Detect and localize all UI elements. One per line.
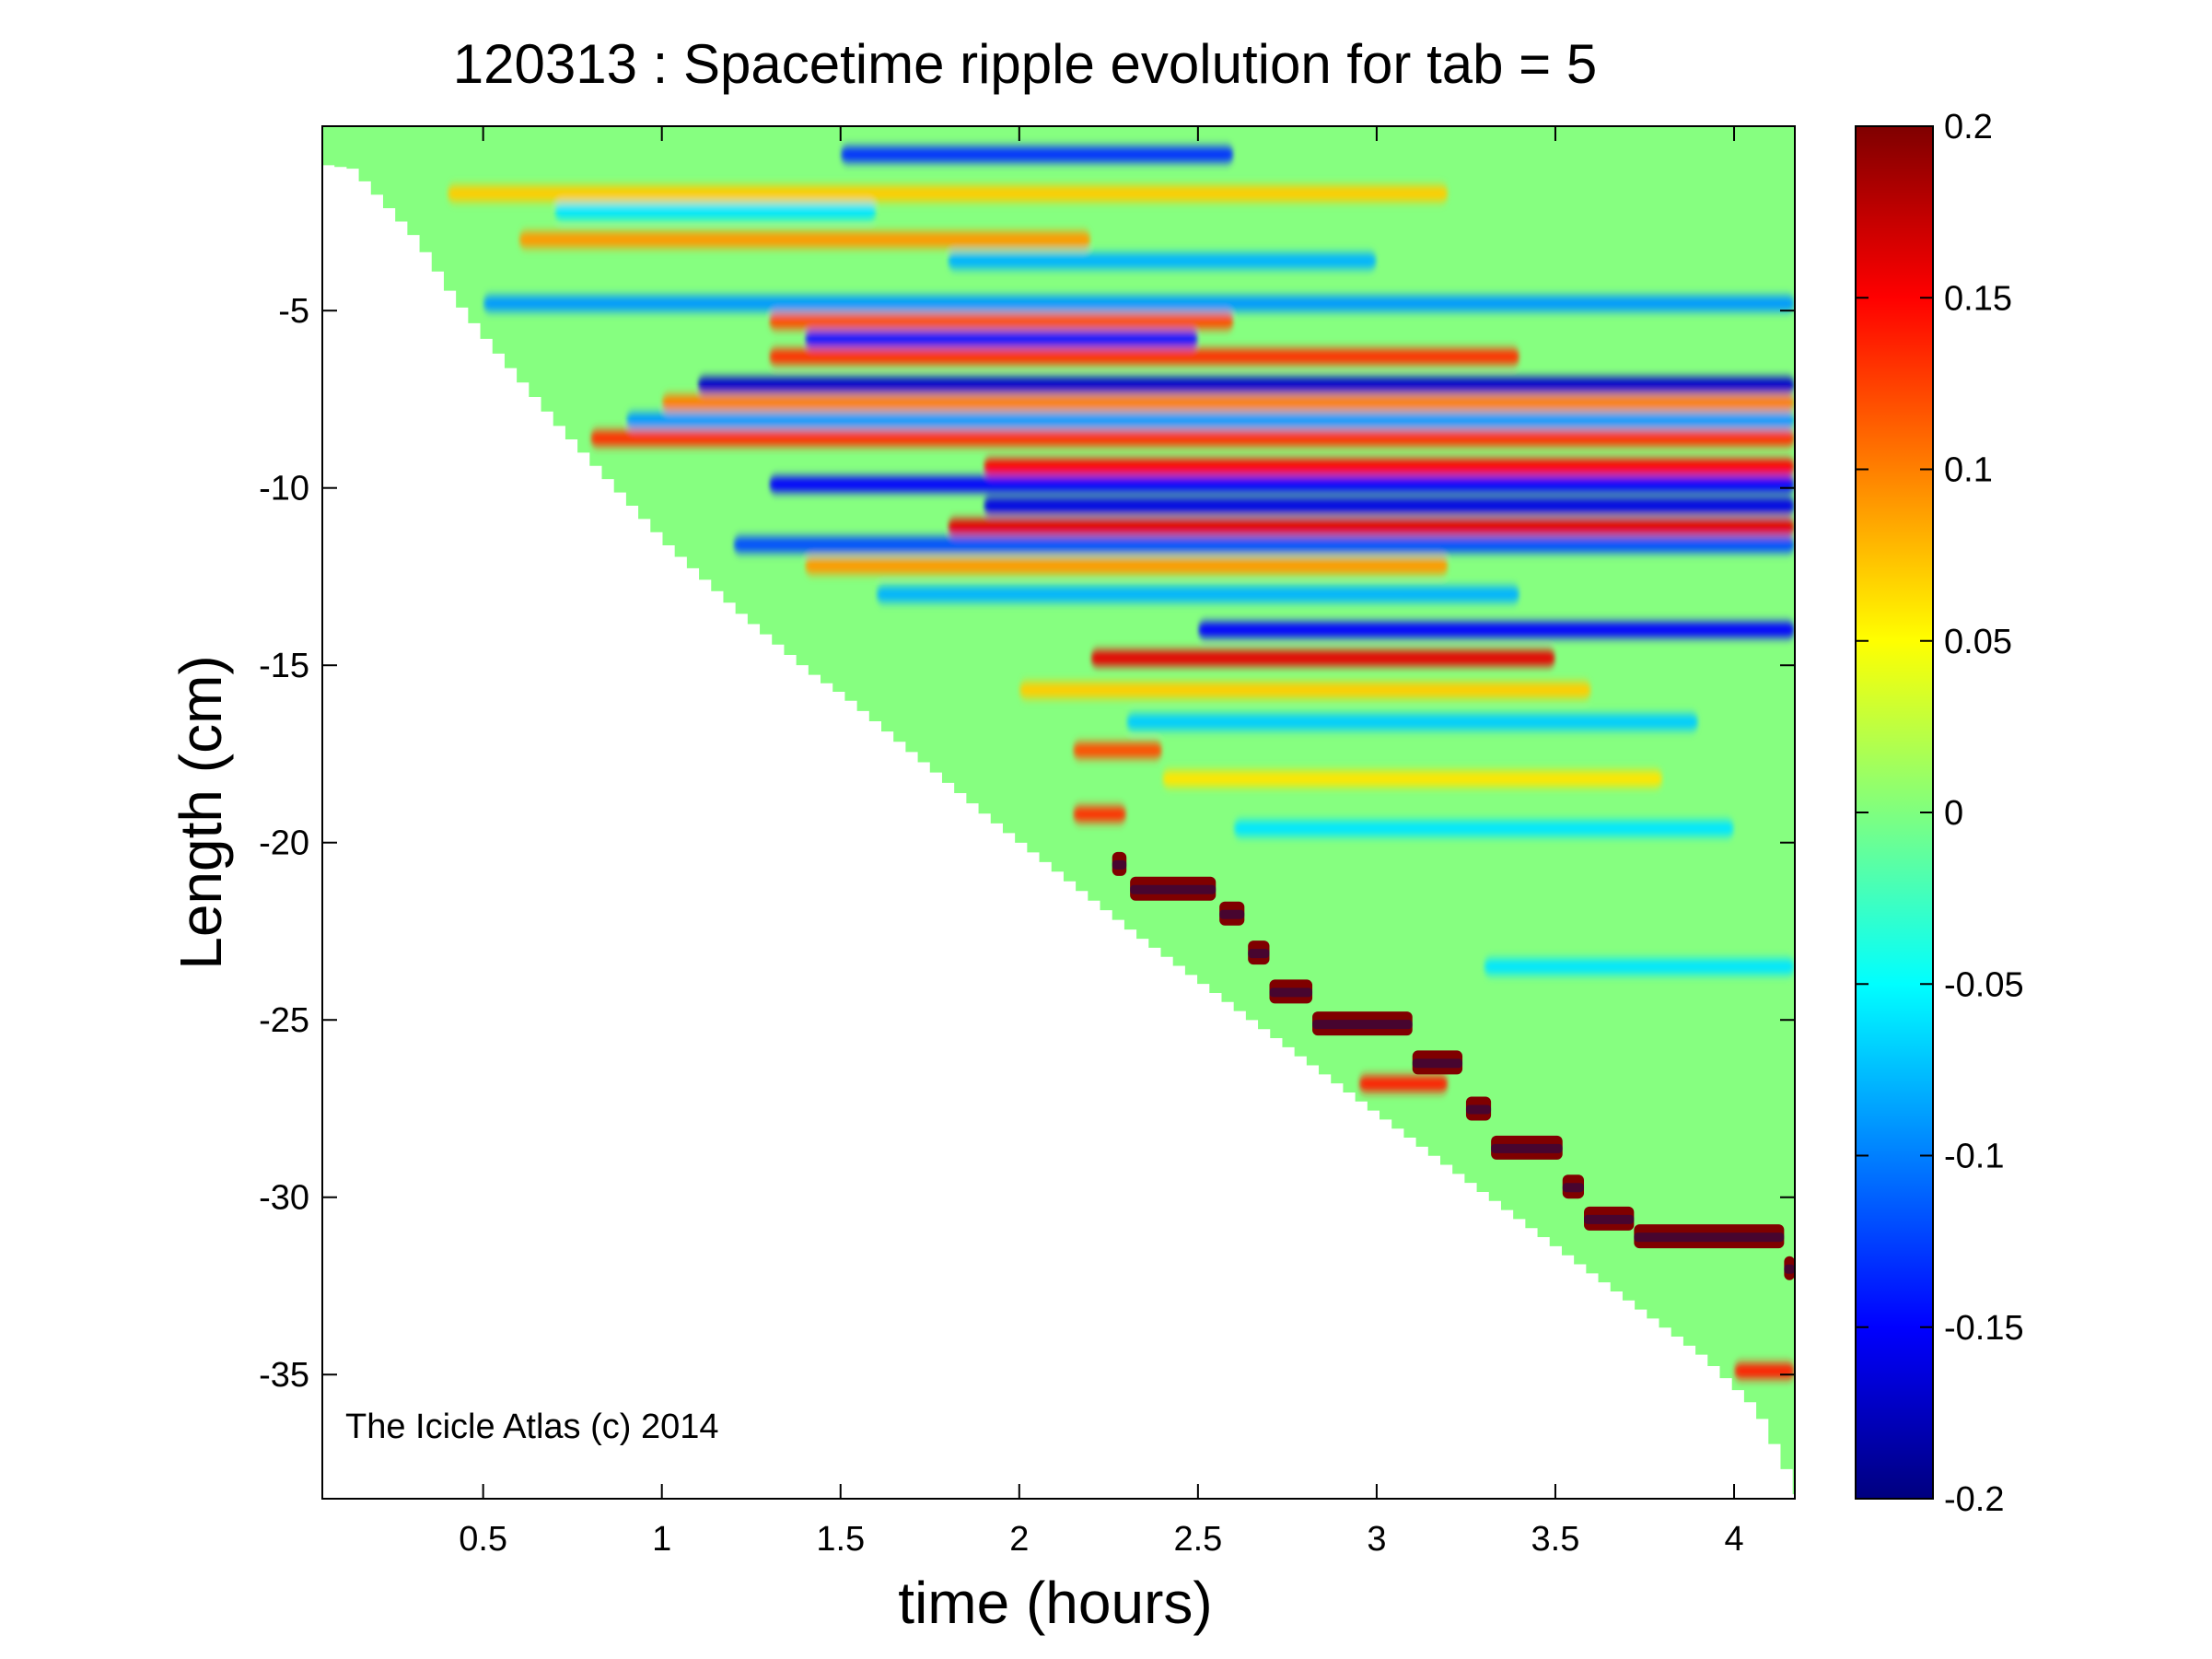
- ripple-band: [1734, 1362, 1795, 1380]
- ripple-band: [804, 331, 1198, 347]
- colorbar-tick-label: 0: [1944, 794, 1963, 833]
- colorbar-tick-label: -0.2: [1944, 1480, 2004, 1519]
- y-tick-label: -30: [259, 1179, 309, 1218]
- x-tick-label: 2.5: [1173, 1520, 1222, 1559]
- ripple-band: [948, 519, 1795, 535]
- chart-title: 120313 : Spacetime ripple evolution for …: [453, 33, 1597, 95]
- heatmap-area: [322, 126, 1795, 1495]
- dark-red-trail: [1112, 851, 1795, 1280]
- ripple-band: [447, 185, 1449, 202]
- ripple-band: [518, 231, 1091, 248]
- ripple-band: [769, 476, 1795, 493]
- colorbar-tick-label: -0.05: [1944, 965, 2024, 1004]
- ripple-band: [1126, 714, 1699, 730]
- ripple-band: [1233, 820, 1735, 836]
- y-tick-label: -25: [259, 1001, 309, 1040]
- ripple-band: [1073, 806, 1127, 823]
- ripple-band: [1073, 742, 1163, 759]
- ripple-band: [483, 295, 1795, 312]
- ripple-bands: [447, 146, 1795, 1380]
- colorbar-tick-label: -0.1: [1944, 1138, 2004, 1176]
- ripple-band: [590, 430, 1795, 447]
- ripple-band: [733, 536, 1795, 553]
- x-tick-label: 1.5: [816, 1520, 865, 1559]
- ripple-band: [983, 497, 1795, 514]
- ripple-band: [769, 348, 1520, 365]
- x-axis: 0.5 1 1.5 2 2.5 3 3.5 4: [459, 126, 1744, 1559]
- ripple-band: [1019, 682, 1591, 698]
- ripple-band: [840, 146, 1234, 163]
- trail-edge: [1312, 1020, 1413, 1030]
- x-tick-label: 3: [1367, 1520, 1386, 1559]
- trail-edge: [1112, 859, 1127, 870]
- colorbar-tick-label: 0.2: [1944, 108, 1993, 146]
- trail-edge: [1219, 909, 1245, 919]
- copyright-annotation: The Icicle Atlas (c) 2014: [345, 1408, 719, 1446]
- colorbar-tick-label: 0.05: [1944, 623, 2012, 661]
- trail-edge: [1784, 1264, 1795, 1274]
- ripple-band: [1090, 649, 1555, 667]
- ripple-band: [769, 313, 1234, 330]
- x-tick-label: 3.5: [1531, 1520, 1580, 1559]
- trail-edge: [1465, 1104, 1492, 1115]
- x-tick-label: 2: [1009, 1520, 1029, 1559]
- trail-edge: [1412, 1058, 1463, 1069]
- trail-edge: [1269, 987, 1313, 998]
- y-tick-label: -5: [278, 292, 309, 331]
- y-tick-label: -10: [259, 470, 309, 508]
- y-tick-label: -35: [259, 1356, 309, 1395]
- colorbar-ticks: 0.2 0.15 0.1 0.05 0 -0.05 -0.1 -0.15 -0.2: [1856, 108, 2024, 1519]
- trail-edge: [1130, 884, 1217, 894]
- colorbar-tick-label: 0.1: [1944, 451, 1993, 490]
- y-axis: -5 -10 -15 -20 -25 -30 -35: [259, 292, 1795, 1395]
- ripple-band: [625, 412, 1795, 429]
- x-tick-label: 4: [1724, 1520, 1743, 1559]
- y-tick-label: -15: [259, 647, 309, 685]
- colorbar-tick-label: -0.15: [1944, 1309, 2024, 1348]
- plot-frame: [321, 125, 1796, 1500]
- trail-edge: [1248, 949, 1270, 959]
- ripple-band: [1162, 770, 1663, 788]
- ripple-band: [554, 203, 877, 220]
- x-tick-label: 1: [652, 1520, 671, 1559]
- x-tick-label: 0.5: [459, 1520, 507, 1559]
- ripple-band: [661, 394, 1795, 411]
- x-axis-label: time (hours): [898, 1570, 1212, 1636]
- y-tick-label: -20: [259, 824, 309, 863]
- ripple-band: [876, 586, 1520, 602]
- y-axis-label: Length (cm): [168, 655, 234, 969]
- ripple-band: [697, 377, 1795, 393]
- trail-edge: [1562, 1183, 1585, 1193]
- ripple-band: [983, 458, 1795, 475]
- ripple-band: [1358, 1075, 1449, 1092]
- trail-edge: [1584, 1214, 1635, 1224]
- ripple-band: [948, 252, 1377, 269]
- colorbar-tick-label: 0.15: [1944, 279, 2012, 318]
- ripple-band: [1197, 622, 1795, 638]
- ripple-band: [1484, 958, 1795, 976]
- trail-edge: [1491, 1143, 1563, 1153]
- ripple-band: [804, 557, 1449, 575]
- trail-edge: [1634, 1233, 1785, 1243]
